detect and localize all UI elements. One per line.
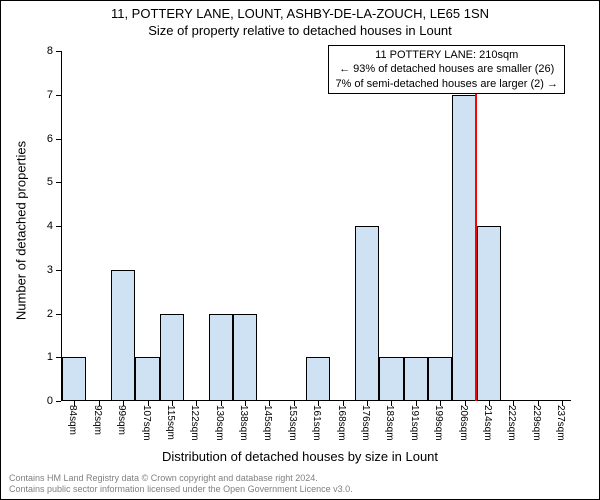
y-tick-label: 7 bbox=[47, 89, 53, 101]
x-tick-label: 183sqm bbox=[384, 405, 395, 441]
x-tick-label: 99sqm bbox=[116, 405, 127, 435]
footer-line2: Contains public sector information licen… bbox=[9, 484, 353, 495]
annotation-line1: 11 POTTERY LANE: 210sqm bbox=[335, 48, 558, 62]
y-axis-title: Number of detached properties bbox=[14, 131, 29, 331]
x-tick-label: 161sqm bbox=[311, 405, 322, 441]
y-tick-label: 0 bbox=[47, 395, 53, 407]
plot-area: 01234567884sqm92sqm99sqm107sqm115sqm122s… bbox=[61, 51, 571, 401]
histogram-bar bbox=[452, 95, 476, 401]
y-tick bbox=[56, 95, 61, 96]
histogram-bar bbox=[209, 314, 233, 402]
x-tick-label: 206sqm bbox=[458, 405, 469, 441]
y-tick bbox=[56, 139, 61, 140]
annotation-box: 11 POTTERY LANE: 210sqm ← 93% of detache… bbox=[328, 45, 565, 94]
histogram-bar bbox=[135, 357, 160, 401]
chart-container: 11, POTTERY LANE, LOUNT, ASHBY-DE-LA-ZOU… bbox=[0, 0, 600, 500]
histogram-bar bbox=[306, 357, 330, 401]
y-tick-label: 2 bbox=[47, 308, 53, 320]
histogram-bar bbox=[379, 357, 404, 401]
x-tick-label: 199sqm bbox=[433, 405, 444, 441]
x-tick-label: 92sqm bbox=[92, 405, 103, 435]
annotation-line3: 7% of semi-detached houses are larger (2… bbox=[335, 77, 558, 91]
x-tick-label: 138sqm bbox=[238, 405, 249, 441]
footer-line1: Contains HM Land Registry data © Crown c… bbox=[9, 473, 353, 484]
y-tick-label: 5 bbox=[47, 176, 53, 188]
x-tick-label: 237sqm bbox=[555, 405, 566, 441]
x-tick-label: 191sqm bbox=[409, 405, 420, 441]
x-tick-label: 153sqm bbox=[287, 405, 298, 441]
histogram-bar bbox=[160, 314, 184, 402]
y-tick bbox=[56, 401, 61, 402]
y-tick bbox=[56, 182, 61, 183]
y-tick-label: 3 bbox=[47, 264, 53, 276]
histogram-bar bbox=[233, 314, 258, 402]
histogram-bar bbox=[477, 226, 501, 401]
x-tick-label: 168sqm bbox=[336, 405, 347, 441]
histogram-bar bbox=[404, 357, 428, 401]
x-tick-label: 222sqm bbox=[506, 405, 517, 441]
marker-line bbox=[475, 51, 477, 401]
x-tick-label: 145sqm bbox=[262, 405, 273, 441]
x-tick-label: 130sqm bbox=[214, 405, 225, 441]
y-tick-label: 8 bbox=[47, 45, 53, 57]
x-tick-label: 176sqm bbox=[360, 405, 371, 441]
x-tick-label: 229sqm bbox=[531, 405, 542, 441]
y-tick-label: 1 bbox=[47, 351, 53, 363]
y-tick bbox=[56, 226, 61, 227]
histogram-bar bbox=[62, 357, 86, 401]
chart-title-line2: Size of property relative to detached ho… bbox=[1, 23, 599, 38]
x-axis-title: Distribution of detached houses by size … bbox=[1, 449, 599, 464]
y-tick bbox=[56, 314, 61, 315]
histogram-bar bbox=[111, 270, 135, 401]
annotation-line2: ← 93% of detached houses are smaller (26… bbox=[335, 62, 558, 76]
x-tick-label: 214sqm bbox=[482, 405, 493, 441]
histogram-bar bbox=[428, 357, 453, 401]
x-tick-label: 122sqm bbox=[189, 405, 200, 441]
footer: Contains HM Land Registry data © Crown c… bbox=[9, 473, 353, 495]
histogram-bar bbox=[355, 226, 379, 401]
chart-title-line1: 11, POTTERY LANE, LOUNT, ASHBY-DE-LA-ZOU… bbox=[1, 6, 599, 21]
x-tick-label: 107sqm bbox=[141, 405, 152, 441]
y-tick bbox=[56, 51, 61, 52]
y-tick-label: 4 bbox=[47, 220, 53, 232]
y-tick bbox=[56, 357, 61, 358]
x-tick-label: 84sqm bbox=[67, 405, 78, 435]
x-tick-label: 115sqm bbox=[165, 405, 176, 440]
y-tick bbox=[56, 270, 61, 271]
y-axis-line bbox=[61, 51, 62, 401]
y-tick-label: 6 bbox=[47, 133, 53, 145]
